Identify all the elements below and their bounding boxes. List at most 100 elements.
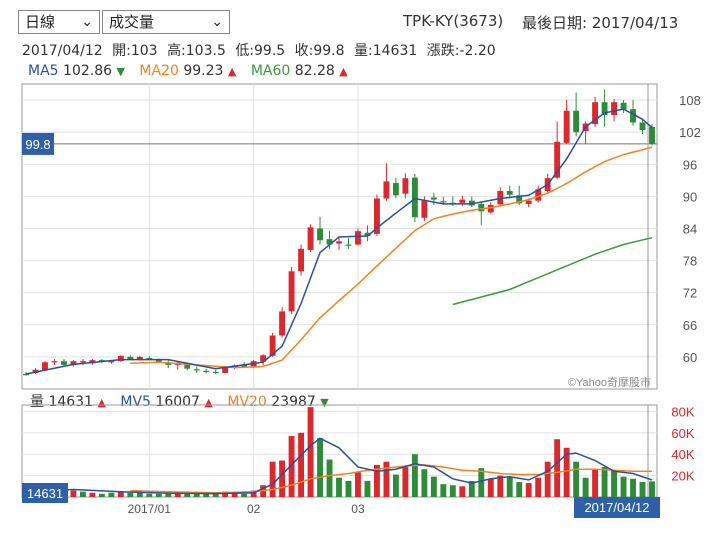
info-low: 低:99.5: [235, 43, 286, 59]
candle-body: [402, 178, 409, 194]
volume-bar: [117, 491, 124, 497]
info-date: 2017/04/12: [22, 43, 103, 59]
candle-body: [535, 189, 542, 201]
candle-body: [288, 271, 295, 312]
candle-body: [355, 231, 361, 245]
mv5-legend-value: 16007: [155, 394, 200, 410]
volume-bar: [592, 469, 599, 497]
candle-body: [117, 355, 124, 362]
volume-bar: [468, 480, 475, 497]
volume-bar: [326, 459, 333, 497]
price-tick-label: 108: [679, 93, 701, 108]
period-select[interactable]: 日線 ⌄: [18, 10, 100, 34]
candle-body: [70, 361, 77, 365]
candle-body: [146, 357, 153, 360]
candle-body: [620, 102, 627, 110]
volume-tick-label: 80K: [671, 404, 694, 419]
candle-body: [411, 177, 418, 218]
yahoo-watermark: ©Yahoo奇摩股市: [568, 375, 651, 389]
volume-bar: [231, 492, 238, 497]
volume-bar: [506, 476, 513, 497]
volume-bar: [364, 480, 371, 497]
mv20-legend-value: 23987: [271, 394, 316, 410]
candle-body: [155, 359, 162, 362]
price-tick-label: 78: [683, 254, 697, 269]
volume-tick-label: 40K: [671, 447, 694, 462]
down-triangle-icon: ▼: [116, 65, 125, 78]
candle-body: [307, 227, 314, 250]
candle-body: [184, 364, 191, 369]
price-tick-label: 84: [683, 221, 697, 236]
candle-body: [279, 311, 286, 336]
volume-bar: [193, 493, 200, 497]
candle-body: [383, 181, 390, 199]
price-tick-label: 60: [683, 350, 697, 365]
candle-body: [639, 122, 646, 131]
candle-body: [212, 371, 219, 374]
volume-bar: [127, 492, 134, 497]
candle-body: [298, 248, 305, 272]
candle-body: [592, 102, 599, 125]
down-triangle-icon: ▼: [320, 396, 329, 409]
volume-bar: [649, 481, 655, 497]
volume-bar: [611, 470, 618, 497]
candle-body: [317, 228, 323, 241]
volume-bar: [212, 493, 219, 497]
volume-bar: [136, 492, 143, 497]
candle-body: [336, 241, 342, 244]
last-price-tag: [22, 132, 54, 155]
ma-legend: MA5 102.86 ▼ MA20 99.23 ▲ MA60 82.28 ▲: [28, 63, 348, 79]
candle-body: [241, 364, 248, 368]
x-tick-label: 03: [351, 502, 365, 516]
up-triangle-icon: ▲: [227, 65, 237, 78]
ma20-line: [130, 146, 653, 369]
x-tick-label: 2017/01: [128, 502, 172, 516]
candle-body: [563, 110, 570, 143]
volume-bar: [620, 476, 627, 497]
candle-body: [525, 200, 532, 204]
candle-body: [222, 367, 229, 373]
volume-bar: [459, 486, 466, 497]
candle-body: [193, 369, 200, 371]
x-axis: 2017/01 02 03 2017/04/12: [128, 497, 660, 518]
volume-legend: 量 14631 ▲ MV5 16007 ▲ MV20 23987 ▼: [30, 391, 329, 411]
volume-bar: [449, 485, 456, 497]
candle-body: [497, 191, 504, 205]
candle-body: [611, 102, 618, 116]
chevron-down-icon: ⌄: [211, 14, 223, 30]
volume-bar: [563, 447, 570, 497]
last-volume-tag-label: 14631: [27, 486, 63, 501]
candle-body: [478, 203, 485, 212]
volume-bar: [355, 472, 361, 497]
volume-bar: [601, 467, 608, 497]
indicator-select[interactable]: 成交量 ⌄: [102, 10, 230, 34]
volume-bar: [582, 477, 589, 497]
candle-body: [108, 361, 115, 363]
volume-bar: [70, 490, 77, 497]
volume-bar: [89, 492, 96, 497]
ma5-line: [25, 108, 653, 375]
volume-bar: [79, 491, 86, 497]
info-row: 2017/04/12 開:103 高:103.5 低:99.5 收:99.8 量…: [22, 40, 496, 60]
stock-title: TPK-KY(3673): [403, 12, 504, 30]
vol-legend-value: 14631: [48, 394, 93, 410]
last-price-tag-label: 99.8: [25, 137, 50, 152]
candle-body: [269, 335, 276, 356]
indicator-select-value: 成交量: [109, 13, 155, 31]
volume-bar: [203, 493, 210, 497]
candle-body: [23, 374, 29, 376]
volume-bar: [421, 469, 428, 497]
volume-bar: [98, 493, 105, 497]
candle-body: [127, 356, 134, 360]
last-date-tag: [574, 497, 660, 518]
ma20-legend-label: MA20: [139, 63, 179, 79]
volume-bar: [250, 490, 257, 497]
price-frame: [21, 83, 658, 390]
volume-bar: [478, 468, 485, 497]
mv20-legend-label: MV20: [227, 394, 267, 410]
candle-body: [79, 361, 86, 363]
period-select-value: 日線: [25, 13, 56, 31]
volume-bar: [544, 461, 551, 497]
candle-body: [440, 201, 447, 203]
